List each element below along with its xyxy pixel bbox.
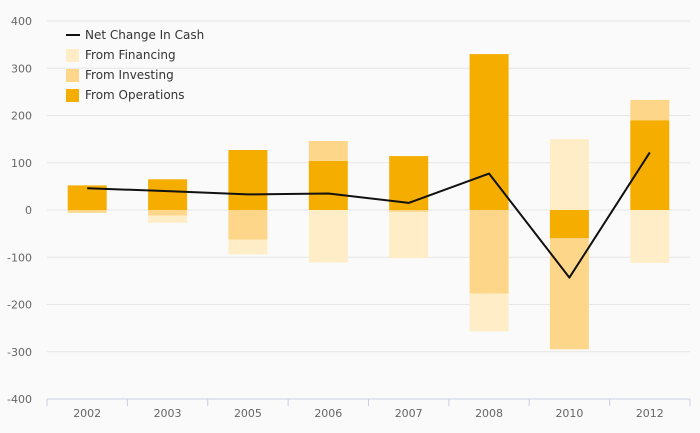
y-tick-label: 300 (11, 62, 32, 75)
net-change-line (87, 151, 651, 279)
legend-swatch (66, 49, 79, 62)
bar-from-operations-2006 (308, 160, 348, 210)
x-tick-label: 2003 (154, 407, 182, 420)
bar-from-investing-2012 (630, 99, 670, 121)
bar-from-financing-2007 (389, 211, 429, 259)
y-tick-label: 0 (25, 204, 32, 217)
x-tick-label: 2002 (73, 407, 101, 420)
x-tick-label: 2008 (475, 407, 503, 420)
x-tick-label: 2007 (395, 407, 423, 420)
bar-from-financing-2010 (549, 139, 589, 210)
bar-from-financing-2008 (469, 293, 509, 332)
bar-from-investing-2006 (308, 141, 348, 161)
y-tick-label: -100 (7, 251, 32, 264)
net-change-line-group (87, 151, 651, 279)
legend-label: From Operations (85, 88, 185, 102)
bar-from-operations-2003 (148, 179, 188, 210)
x-tick-label: 2006 (314, 407, 342, 420)
y-tick-label: -300 (7, 346, 32, 359)
y-tick-label: -400 (7, 393, 32, 406)
bar-from-operations-2005 (228, 150, 268, 210)
legend-swatch (66, 69, 79, 82)
y-tick-label: 100 (11, 157, 32, 170)
bar-from-operations-2010 (549, 210, 589, 239)
x-tick-label: 2010 (555, 407, 583, 420)
legend: Net Change In Cash From Financing From Inv… (66, 28, 204, 102)
bar-series (67, 54, 670, 350)
x-tick-label: 2012 (636, 407, 664, 420)
bar-from-financing-2012 (630, 210, 670, 263)
legend-label: From Investing (85, 68, 174, 82)
y-axis: 400 300 200 100 0 -100 -200 -300 -400 (7, 15, 32, 406)
legend-label: From Financing (85, 48, 176, 62)
bar-from-investing-2003 (148, 210, 188, 216)
bar-from-financing-2003 (148, 215, 188, 223)
bar-from-investing-2002 (67, 210, 107, 213)
bar-from-investing-2005 (228, 210, 268, 240)
bar-from-financing-2006 (308, 210, 348, 263)
y-tick-label: -200 (7, 299, 32, 312)
bar-from-investing-2008 (469, 210, 509, 294)
x-tick-label: 2005 (234, 407, 262, 420)
legend-swatch (66, 89, 79, 102)
y-tick-label: 400 (11, 15, 32, 28)
x-axis: 2002 2003 2005 2006 2007 2008 2010 2012 (46, 398, 691, 420)
bar-from-investing-2007 (389, 210, 429, 212)
bar-from-operations-2008 (469, 54, 509, 210)
bar-from-financing-2005 (228, 239, 268, 255)
y-tick-label: 200 (11, 110, 32, 123)
bar-from-operations-2012 (630, 120, 670, 210)
legend-label: Net Change In Cash (85, 28, 204, 42)
